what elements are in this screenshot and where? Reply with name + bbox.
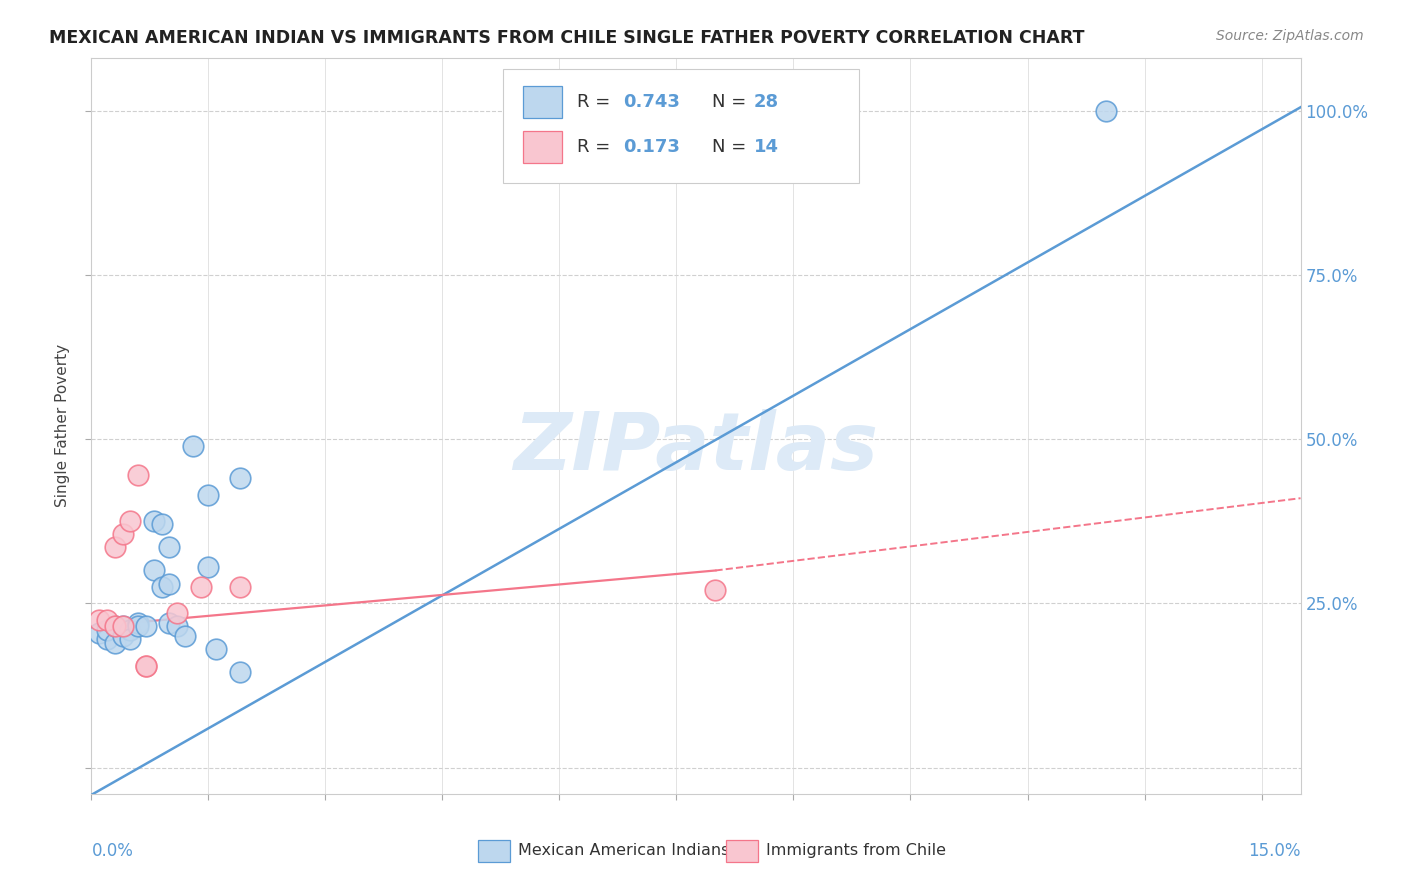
Point	[96, 632, 118, 647]
Text: Immigrants from Chile: Immigrants from Chile	[766, 843, 946, 858]
Point	[120, 514, 142, 528]
Point	[111, 619, 134, 633]
Point	[157, 576, 180, 591]
Point	[135, 658, 157, 673]
FancyBboxPatch shape	[523, 131, 562, 163]
Point	[157, 615, 180, 630]
Point	[181, 439, 204, 453]
Point	[89, 626, 111, 640]
Point	[127, 619, 149, 633]
Point	[96, 623, 118, 637]
FancyBboxPatch shape	[502, 69, 859, 183]
Point	[135, 619, 157, 633]
Point	[104, 541, 127, 555]
Point	[197, 560, 219, 574]
Text: 0.743: 0.743	[623, 93, 681, 112]
Point	[1094, 103, 1116, 118]
Text: R =: R =	[578, 93, 616, 112]
FancyBboxPatch shape	[478, 839, 510, 862]
Point	[104, 636, 127, 650]
Point	[135, 658, 157, 673]
Text: 0.0%: 0.0%	[91, 842, 134, 860]
Point	[704, 583, 727, 598]
Text: N =: N =	[711, 93, 752, 112]
Point	[120, 632, 142, 647]
Y-axis label: Single Father Poverty: Single Father Poverty	[55, 344, 70, 508]
Point	[166, 619, 188, 633]
Text: 28: 28	[754, 93, 779, 112]
Text: 15.0%: 15.0%	[1249, 842, 1301, 860]
Point	[174, 629, 197, 643]
Point	[190, 580, 212, 594]
Point	[111, 629, 134, 643]
Point	[89, 613, 111, 627]
Point	[228, 471, 250, 485]
Point	[104, 619, 127, 633]
Point	[111, 619, 134, 633]
Point	[104, 619, 127, 633]
Point	[157, 541, 180, 555]
Text: MEXICAN AMERICAN INDIAN VS IMMIGRANTS FROM CHILE SINGLE FATHER POVERTY CORRELATI: MEXICAN AMERICAN INDIAN VS IMMIGRANTS FR…	[49, 29, 1084, 46]
Point	[142, 564, 165, 578]
Text: Mexican American Indians: Mexican American Indians	[519, 843, 730, 858]
Point	[127, 615, 149, 630]
Text: Source: ZipAtlas.com: Source: ZipAtlas.com	[1216, 29, 1364, 43]
Text: ZIPatlas: ZIPatlas	[513, 409, 879, 487]
Point	[197, 488, 219, 502]
Point	[228, 665, 250, 680]
Point	[96, 613, 118, 627]
FancyBboxPatch shape	[725, 839, 758, 862]
Text: R =: R =	[578, 138, 616, 156]
Point	[127, 468, 149, 483]
Point	[228, 580, 250, 594]
Point	[166, 606, 188, 620]
Point	[120, 623, 142, 637]
Point	[150, 517, 173, 532]
FancyBboxPatch shape	[523, 86, 562, 119]
Point	[142, 514, 165, 528]
Point	[111, 527, 134, 541]
Text: 14: 14	[754, 138, 779, 156]
Text: N =: N =	[711, 138, 752, 156]
Point	[205, 642, 228, 657]
Text: 0.173: 0.173	[623, 138, 681, 156]
Point	[150, 580, 173, 594]
